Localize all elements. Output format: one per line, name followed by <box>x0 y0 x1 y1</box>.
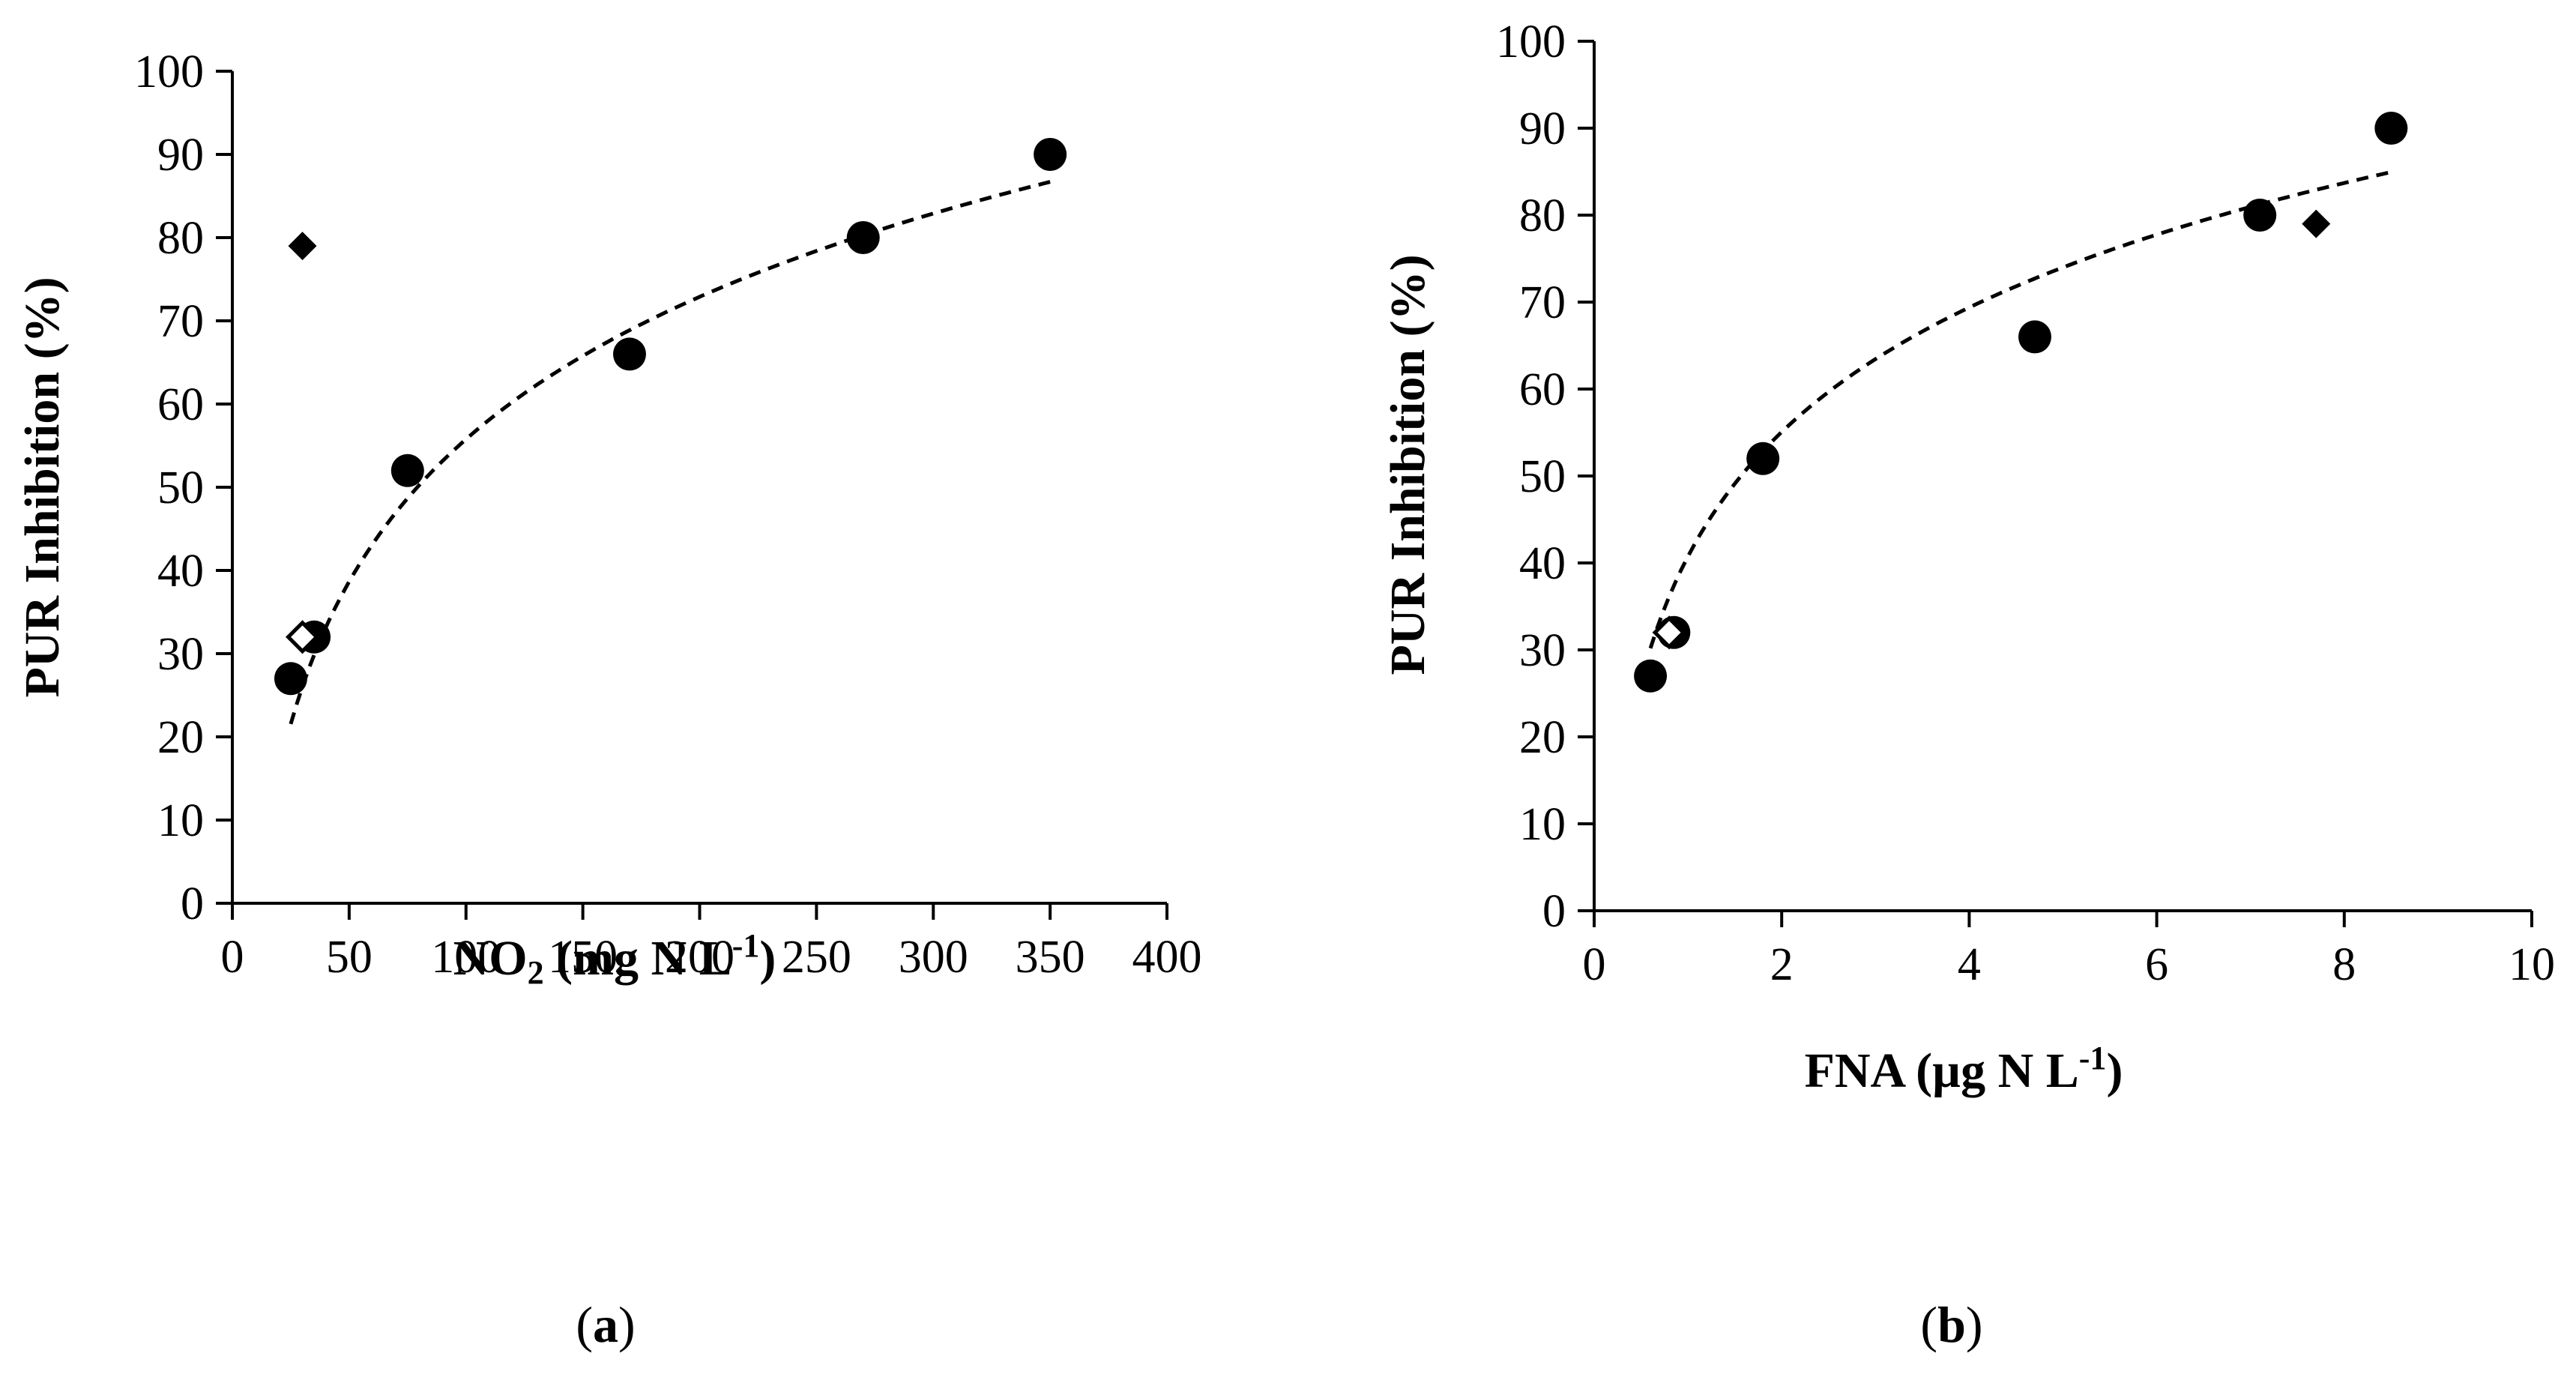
y-tick-label-b: 30 <box>1519 625 1566 676</box>
x-tick-label-a: 100 <box>431 932 501 983</box>
data-point-circle-b <box>2243 199 2277 232</box>
y-tick-label-a: 90 <box>157 130 204 181</box>
y-tick-label-b: 80 <box>1519 190 1566 241</box>
x-axis-title-b-close: ) <box>2106 1043 2123 1098</box>
chart-panel-a: PUR Inhibition (%) NO2 (mg N L-1) (a) 0 1… <box>15 46 1202 1353</box>
x-axis-title-b-units: (µg N L <box>1904 1043 2079 1098</box>
x-tick-label-a: 0 <box>221 932 244 983</box>
y-tick-label-a: 60 <box>157 379 204 430</box>
x-tick-label-a: 50 <box>326 932 372 983</box>
y-tick-label-b: 100 <box>1496 16 1566 67</box>
x-axis-title-b: FNA (µg N L-1) <box>1805 1040 2123 1098</box>
panel-label-a: (a) <box>576 1296 635 1353</box>
data-point-diamond-open-a <box>285 620 320 654</box>
panel-label-b: (b) <box>1920 1296 1982 1353</box>
data-point-circle-b <box>2374 112 2408 145</box>
y-tick-label-a: 70 <box>157 296 204 347</box>
y-tick-label-b: 0 <box>1542 886 1566 937</box>
x-tick-label-a: 400 <box>1132 932 1202 983</box>
x-tick-label-b: 0 <box>1583 939 1606 990</box>
x-axis-title-a: NO2 (mg N L-1) <box>453 927 776 991</box>
y-tick-label-b: 60 <box>1519 364 1566 415</box>
y-tick-label-b: 10 <box>1519 799 1566 850</box>
data-point-diamond-filled-b <box>2302 209 2331 238</box>
data-point-circle-a <box>612 337 646 371</box>
y-tick-label-a: 50 <box>157 462 204 513</box>
x-axis-title-a-close: ) <box>759 931 776 986</box>
y-tick-label-b: 70 <box>1519 277 1566 328</box>
data-point-diamond-filled-a <box>288 232 317 261</box>
y-axis-title-b: PUR Inhibition (%) <box>1381 254 1435 675</box>
data-point-circle-a <box>846 221 880 254</box>
x-tick-label-a: 300 <box>899 932 968 983</box>
y-tick-label-a: 100 <box>134 46 204 97</box>
data-point-circle-a <box>390 454 424 487</box>
x-axis-title-a-sup: -1 <box>732 927 760 964</box>
data-point-circle-a <box>274 662 307 696</box>
y-tick-label-a: 30 <box>157 629 204 680</box>
x-axis-title-b-sup: -1 <box>2079 1040 2107 1076</box>
data-point-circle-a <box>1034 138 1067 171</box>
y-tick-label-a: 20 <box>157 712 204 763</box>
data-point-circle-b <box>1634 659 1668 693</box>
x-axis-title-a-sub: 2 <box>528 954 544 991</box>
trendline-a <box>289 180 1051 725</box>
data-point-circle-b <box>2018 320 2051 354</box>
x-tick-label-a: 150 <box>548 932 618 983</box>
x-axis-title-b-main: FNA <box>1805 1043 1907 1098</box>
x-axis-title-a-main: NO <box>453 931 528 986</box>
x-axis-title-a-units: (mg N L <box>544 931 732 986</box>
x-tick-label-a: 350 <box>1016 932 1085 983</box>
x-tick-label-b: 8 <box>2332 939 2356 990</box>
y-axis-title-a: PUR Inhibition (%) <box>15 277 70 697</box>
y-tick-label-b: 20 <box>1519 712 1566 763</box>
y-tick-label-b: 50 <box>1519 451 1566 502</box>
chart-panel-b: PUR Inhibition (%) FNA (µg N L-1) (b) 0 1… <box>1381 16 2555 1353</box>
y-tick-label-a: 10 <box>157 795 204 846</box>
data-point-diamond-open-b <box>1652 615 1686 650</box>
y-tick-label-b: 40 <box>1519 538 1566 589</box>
x-tick-label-b: 6 <box>2145 939 2168 990</box>
x-tick-label-a: 250 <box>782 932 851 983</box>
x-tick-label-a: 200 <box>665 932 735 983</box>
data-point-circle-b <box>1746 442 1780 475</box>
trendline-b <box>1648 170 2392 649</box>
y-tick-label-a: 80 <box>157 213 204 264</box>
y-tick-label-a: 40 <box>157 546 204 597</box>
x-tick-label-b: 10 <box>2509 939 2555 990</box>
y-tick-label-a: 0 <box>181 879 204 929</box>
y-tick-label-b: 90 <box>1519 103 1566 154</box>
x-tick-label-b: 2 <box>1770 939 1794 990</box>
x-tick-label-b: 4 <box>1958 939 1981 990</box>
